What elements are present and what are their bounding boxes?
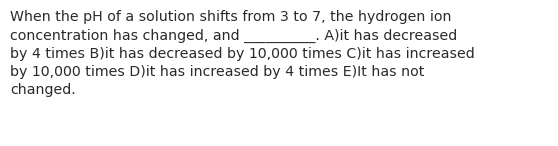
Text: When the pH of a solution shifts from 3 to 7, the hydrogen ion
concentration has: When the pH of a solution shifts from 3 … [10, 10, 475, 97]
